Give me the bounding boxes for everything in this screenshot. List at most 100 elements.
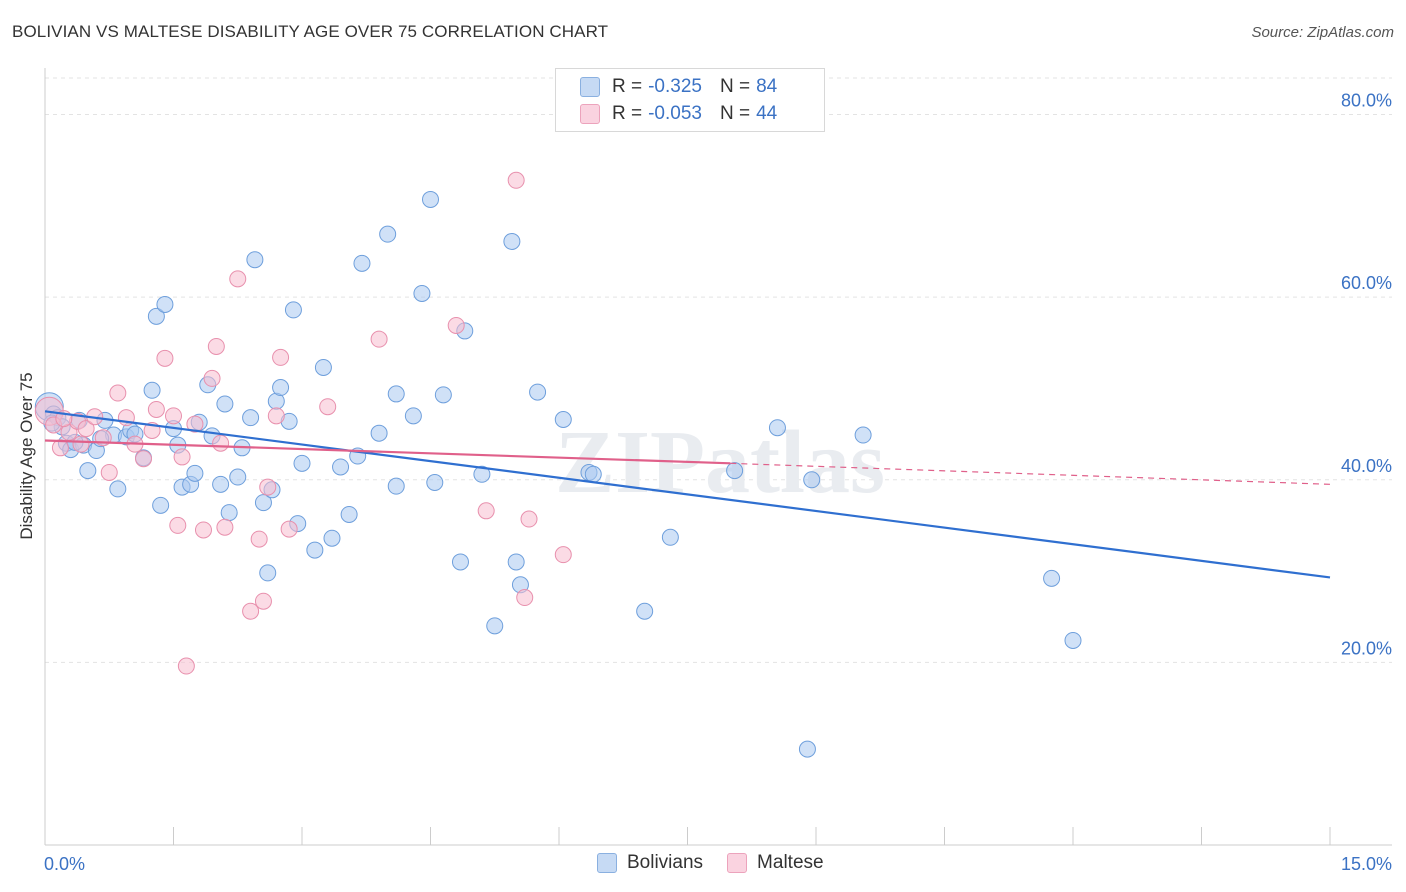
data-point-bolivians [661, 528, 679, 546]
data-point-bolivians [306, 541, 324, 559]
legend-row-maltese: R = -0.053 N = 44 [580, 102, 777, 126]
data-point-bolivians [147, 307, 165, 325]
data-point-maltese [254, 592, 272, 610]
data-point-maltese [477, 502, 495, 520]
data-point-bolivians [636, 602, 654, 620]
data-point-bolivians [422, 190, 439, 208]
data-point-bolivians [109, 480, 127, 498]
legend-label-maltese: Maltese [757, 852, 824, 873]
data-point-bolivians [284, 301, 302, 319]
legend-item-maltese[interactable]: Maltese [727, 852, 824, 874]
y-tick-label: 60.0% [1341, 273, 1392, 293]
data-point-bolivians [156, 295, 174, 313]
legend-item-bolivians[interactable]: Bolivians [597, 852, 703, 874]
legend-swatch-bolivians [597, 853, 617, 873]
data-point-maltese [169, 516, 187, 534]
data-point-bolivians [242, 409, 260, 427]
data-point-maltese [51, 439, 69, 457]
data-point-maltese [216, 518, 234, 536]
x-tick-label: 0.0% [44, 854, 85, 874]
data-point-maltese [203, 369, 221, 387]
legend-r-value: -0.325 [648, 76, 702, 97]
data-point-maltese [194, 521, 212, 539]
data-point-bolivians [387, 477, 405, 495]
data-point-bolivians [212, 475, 230, 493]
data-point-maltese [272, 348, 290, 366]
data-point-bolivians [216, 395, 234, 413]
data-point-bolivians [152, 496, 170, 514]
data-point-bolivians [323, 529, 341, 547]
data-point-bolivians [272, 379, 290, 397]
legend-swatch-bolivians [580, 77, 600, 97]
source-label: Source: ZipAtlas.com [1251, 24, 1394, 41]
data-point-bolivians [387, 385, 405, 403]
legend-n-label: N = [719, 103, 751, 124]
legend-r-label: R = [612, 103, 643, 124]
data-point-maltese [280, 520, 298, 538]
data-point-maltese [250, 530, 268, 548]
legend-label-bolivians: Bolivians [627, 852, 704, 873]
tick-labels: 20.0% 40.0% 60.0% 80.0% 0.0% 15.0% [44, 91, 1392, 874]
data-point-bolivians [434, 386, 452, 404]
data-point-bolivians [803, 471, 821, 489]
legend-r-value: -0.053 [648, 103, 702, 124]
data-point-bolivians [554, 410, 572, 428]
y-tick-label: 20.0% [1341, 638, 1392, 658]
data-point-bolivians [143, 381, 161, 399]
data-point-maltese [507, 171, 525, 189]
y-tick-label: 80.0% [1341, 91, 1392, 111]
data-point-maltese [370, 330, 388, 348]
legend-n-label: N = [719, 76, 751, 97]
data-point-bolivians [486, 617, 504, 635]
legend-n-value: 44 [756, 103, 778, 124]
x-tick-label: 15.0% [1341, 854, 1392, 874]
data-point-maltese [229, 270, 247, 288]
data-point-bolivians [507, 553, 525, 571]
stats-legend: R = -0.325 N = 84 R = -0.053 N = 44 [555, 68, 825, 132]
trend-line-maltese [44, 439, 731, 465]
data-point-bolivians [340, 505, 358, 523]
data-point-maltese [319, 398, 337, 416]
data-point-bolivians [413, 284, 431, 302]
data-point-bolivians [220, 504, 238, 522]
trend-line-bolivians [44, 410, 1331, 579]
data-point-bolivians [332, 458, 350, 476]
data-point-maltese [135, 450, 153, 468]
data-point-bolivians [451, 553, 469, 571]
data-point-bolivians [768, 419, 786, 437]
y-axis-label: Disability Age Over 75 [17, 372, 36, 540]
data-point-maltese [72, 435, 90, 453]
data-point-maltese [186, 415, 204, 433]
data-point-maltese [447, 316, 465, 334]
legend-row-bolivians: R = -0.325 N = 84 [580, 75, 777, 99]
data-point-bolivians [1043, 569, 1061, 587]
data-point-bolivians [584, 465, 602, 483]
data-point-maltese [554, 546, 572, 564]
data-point-maltese [147, 400, 165, 418]
axes [44, 68, 1392, 846]
data-point-bolivians [353, 254, 371, 272]
legend-n-value: 84 [756, 76, 778, 97]
data-point-maltese [267, 407, 285, 425]
data-point-bolivians [379, 225, 397, 243]
grid-lines [45, 77, 1392, 663]
data-point-bolivians [1064, 631, 1082, 649]
data-point-maltese [77, 420, 95, 438]
data-point-bolivians [293, 454, 311, 472]
data-point-bolivians [529, 383, 547, 401]
data-point-bolivians [370, 424, 388, 442]
data-point-maltese [259, 478, 277, 496]
series-legend: Bolivians Maltese [597, 852, 848, 874]
data-point-bolivians [254, 494, 272, 512]
legend-swatch-maltese [727, 853, 748, 873]
data-point-maltese [242, 602, 260, 620]
data-point-bolivians [404, 407, 422, 425]
data-point-bolivians [854, 426, 872, 444]
data-point-maltese [100, 463, 118, 481]
data-point-maltese [165, 407, 182, 425]
data-point-maltese [109, 384, 127, 402]
data-point-bolivians [314, 358, 332, 376]
data-point-maltese [177, 657, 195, 675]
y-tick-label: 40.0% [1341, 456, 1392, 476]
data-point-bolivians [726, 462, 744, 480]
